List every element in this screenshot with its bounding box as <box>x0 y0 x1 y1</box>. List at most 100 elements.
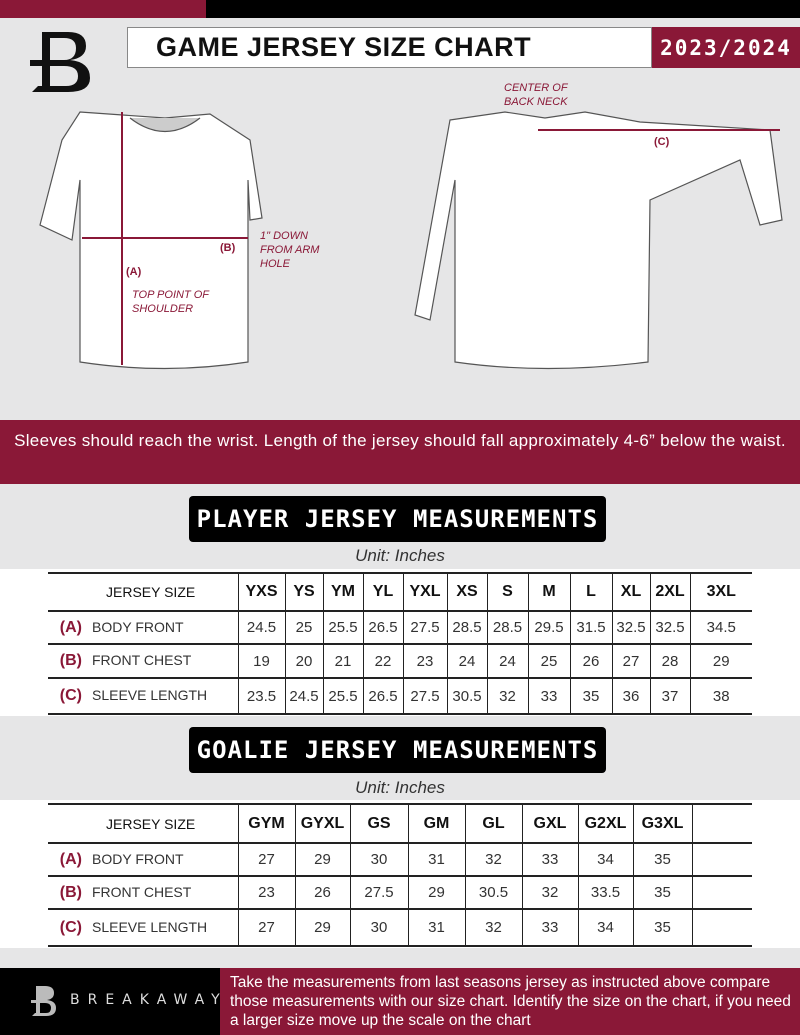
measurement-value: 21 <box>322 644 363 678</box>
measurement-value: 33 <box>521 909 578 946</box>
measurement-value: 28.5 <box>486 611 528 644</box>
table-row: (C) SLEEVE LENGTH 23.5 24.5 25.5 26.5 27.5 30.5… <box>48 678 752 714</box>
measurement-value: 23.5 <box>237 678 285 714</box>
measurement-value: 27.5 <box>402 611 447 644</box>
measurement-value: 32.5 <box>649 611 690 644</box>
measurement-value: 25 <box>284 611 323 644</box>
measurement-value: 26 <box>569 644 612 678</box>
row-letter: (C) <box>59 918 82 936</box>
measurement-value: 35 <box>632 909 692 946</box>
top-bar-dark <box>206 0 800 18</box>
measurement-value: 36 <box>611 678 650 714</box>
measurement-name: BODY FRONT <box>92 850 184 867</box>
measurement-name: SLEEVE LENGTH <box>92 687 208 703</box>
table-row: (B) FRONT CHEST 23 26 27.5 29 30.5 32 33.5 35 <box>48 876 752 909</box>
table-row: (C) SLEEVE LENGTH 27 29 30 31 32 33 34 35 <box>48 909 752 946</box>
measurement-value: 35 <box>632 843 692 876</box>
measurement-value: 30.5 <box>446 678 487 714</box>
size-header: S <box>486 573 528 611</box>
measurement-value: 31 <box>407 843 465 876</box>
size-header: M <box>527 573 570 611</box>
row-label: (A) BODY FRONT <box>48 611 238 644</box>
measurement-value: 24 <box>486 644 528 678</box>
size-header: L <box>569 573 612 611</box>
measurement-value: 27.5 <box>349 876 408 909</box>
size-header: GXL <box>521 804 578 843</box>
measurement-value: 33.5 <box>577 876 633 909</box>
size-header: GM <box>407 804 465 843</box>
row-letter: (A) <box>59 850 82 868</box>
measurement-value: 23 <box>402 644 447 678</box>
measurement-value: 30.5 <box>464 876 522 909</box>
row-letter: (C) <box>59 687 82 704</box>
row-label: (B) FRONT CHEST <box>48 876 238 909</box>
measurement-value: 30 <box>349 843 408 876</box>
shoulder-note: TOP POINT OF SHOULDER <box>132 289 209 315</box>
measurement-value: 24.5 <box>284 678 323 714</box>
measurement-value: 27 <box>237 909 295 946</box>
measurement-value: 27 <box>237 843 295 876</box>
measurement-name: SLEEVE LENGTH <box>92 918 208 935</box>
size-header <box>691 804 752 843</box>
measurement-value: 31 <box>407 909 465 946</box>
measurement-name: BODY FRONT <box>92 618 184 635</box>
size-header: G3XL <box>632 804 692 843</box>
measurement-value: 37 <box>649 678 690 714</box>
player-section-title: PLAYER JERSEY MEASUREMENTS <box>189 496 606 542</box>
goalie-unit: Unit: Inches <box>355 778 445 797</box>
measurement-value: 32 <box>464 843 522 876</box>
measurement-value: 33 <box>527 678 570 714</box>
size-header: YXS <box>237 573 285 611</box>
measurement-value: 28.5 <box>446 611 487 644</box>
measurement-value: 32 <box>486 678 528 714</box>
measurement-value: 27.5 <box>402 678 447 714</box>
size-header: GYM <box>237 804 295 843</box>
measurement-value: 26 <box>294 876 350 909</box>
size-header: GS <box>349 804 408 843</box>
table-row: (A) BODY FRONT 27 29 30 31 32 33 34 35 <box>48 843 752 876</box>
jersey-size-header: JERSEY SIZE <box>106 815 196 832</box>
measurement-value: 22 <box>362 644 403 678</box>
size-header: GYXL <box>294 804 350 843</box>
row-label: (C) SLEEVE LENGTH <box>48 678 238 714</box>
measurement-value: 34.5 <box>689 611 752 644</box>
measurement-value: 24 <box>446 644 487 678</box>
measurement-name: FRONT CHEST <box>92 652 192 668</box>
measurement-value: 34 <box>577 843 633 876</box>
jersey-size-header: JERSEY SIZE <box>106 584 196 600</box>
measurement-value: 24.5 <box>237 611 285 644</box>
row-label: (B) FRONT CHEST <box>48 644 238 678</box>
measurement-value: 34 <box>577 909 633 946</box>
measurement-value: 31.5 <box>569 611 612 644</box>
row-letter: (B) <box>59 883 82 901</box>
goalie-section-title: GOALIE JERSEY MEASUREMENTS <box>189 727 606 773</box>
size-header: 2XL <box>649 573 690 611</box>
table-row: (B) FRONT CHEST 19 20 21 22 23 24 24 25 26 27 28 29 <box>48 644 752 678</box>
breakaway-logo <box>30 32 90 92</box>
label-a: (A) <box>126 266 142 278</box>
measurement-value: 27 <box>611 644 650 678</box>
measurement-value: 29 <box>689 644 752 678</box>
measurement-value <box>691 909 752 946</box>
measurement-value: 32 <box>464 909 522 946</box>
measurement-value: 33 <box>521 843 578 876</box>
size-header: 3XL <box>689 573 752 611</box>
measurement-value: 29.5 <box>527 611 570 644</box>
measurement-value: 30 <box>349 909 408 946</box>
jersey-diagram <box>39 111 783 370</box>
label-c: (C) <box>654 136 670 148</box>
measurement-value: 20 <box>284 644 323 678</box>
measurement-value: 29 <box>407 876 465 909</box>
measurement-value: 29 <box>294 909 350 946</box>
brand-name: BREAKAWAY <box>70 992 228 1008</box>
center-back-neck-note: CENTER OF BACK NECK <box>504 82 568 108</box>
top-bar-accent <box>0 0 206 18</box>
size-header: YL <box>362 573 403 611</box>
measurement-value <box>691 876 752 909</box>
row-label: (C) SLEEVE LENGTH <box>48 909 238 946</box>
row-label: (A) BODY FRONT <box>48 843 238 876</box>
footer-instructions: Take the measurements from last seasons … <box>220 968 800 1035</box>
measurement-value: 28 <box>649 644 690 678</box>
page-title: GAME JERSEY SIZE CHART <box>127 27 652 68</box>
player-unit: Unit: Inches <box>355 546 445 565</box>
